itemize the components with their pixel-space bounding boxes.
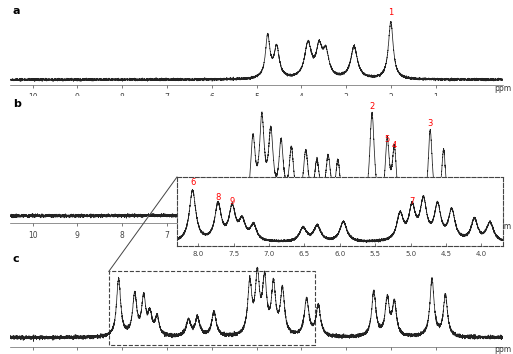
Bar <box>109 272 314 346</box>
Text: b: b <box>13 99 21 109</box>
Text: a: a <box>13 6 20 16</box>
Text: 9: 9 <box>230 197 235 206</box>
Text: c: c <box>13 254 19 264</box>
Text: 2: 2 <box>369 102 374 111</box>
Text: ppm: ppm <box>494 345 511 354</box>
Text: 7: 7 <box>409 197 415 206</box>
Text: 4: 4 <box>392 141 397 150</box>
Text: 5: 5 <box>385 135 390 144</box>
Text: 6: 6 <box>190 178 195 187</box>
Text: ppm: ppm <box>494 84 511 93</box>
Text: 3: 3 <box>427 119 433 128</box>
Text: 8: 8 <box>215 193 221 202</box>
Text: ppm: ppm <box>494 222 511 231</box>
Text: 1: 1 <box>388 8 393 17</box>
